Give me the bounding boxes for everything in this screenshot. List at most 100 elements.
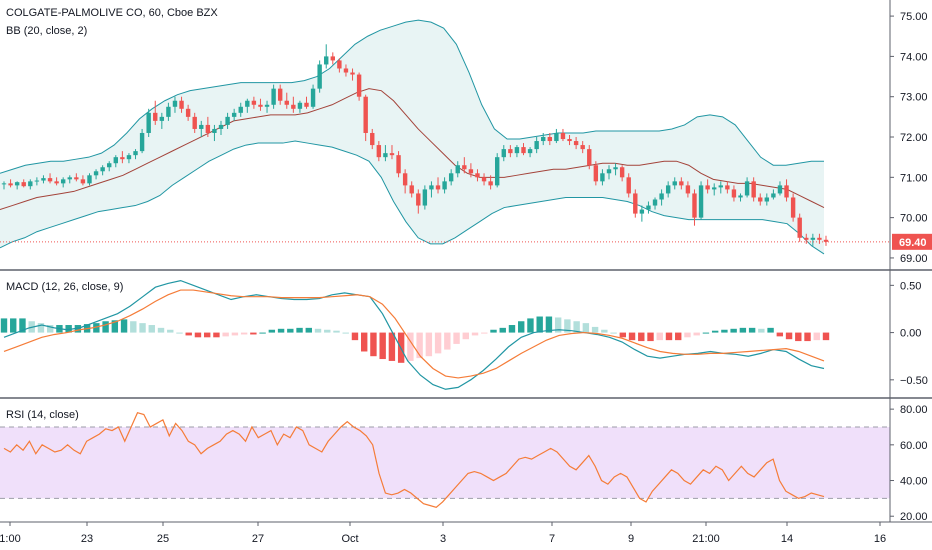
price-axis[interactable]: 75.00 74.00 73.00 72.00 71.00 70.00 69.00 69.40… xyxy=(890,11,932,523)
macd-histogram-bar xyxy=(185,332,192,336)
candle-body xyxy=(330,56,335,61)
bb-lower-line xyxy=(0,140,825,255)
macd-tick-label: −0.50 xyxy=(900,375,928,387)
macd-histogram-bar xyxy=(628,332,636,341)
time-tick-label: 16 xyxy=(874,533,886,545)
macd-histogram-bar xyxy=(573,321,580,333)
time-tick-label: 14 xyxy=(781,533,793,545)
macd-histogram-bar xyxy=(120,319,128,333)
candle-body xyxy=(462,165,467,170)
macd-histogram-bar xyxy=(795,332,802,342)
macd-tick-label: 0.50 xyxy=(900,280,921,292)
symbol-title[interactable]: COLGATE-PALMOLIVE CO, 60, Cboe BZX xyxy=(6,7,218,19)
candle-body xyxy=(705,185,710,190)
candle-body xyxy=(639,209,645,214)
candle-body xyxy=(60,179,66,184)
bb-legend[interactable]: BB (20, close, 2) xyxy=(6,25,87,37)
macd-histogram-bar xyxy=(46,325,54,333)
candle-body xyxy=(587,149,592,166)
candle-body xyxy=(1,183,7,185)
time-tick-label: 1:00 xyxy=(0,533,21,545)
macd-histogram-bar xyxy=(277,328,285,333)
candle-body xyxy=(251,100,257,105)
candle-body xyxy=(712,187,717,190)
rsi-legend[interactable]: RSI (14, close) xyxy=(6,409,79,421)
macd-histogram-bar xyxy=(240,332,248,335)
candle-body xyxy=(777,185,783,194)
macd-histogram-bar xyxy=(407,332,414,361)
candle-body xyxy=(350,72,355,75)
candle-body xyxy=(738,195,743,198)
macd-histogram-bar xyxy=(619,332,627,338)
candle-body xyxy=(317,64,322,89)
rsi-tick-label: 80.00 xyxy=(900,404,928,416)
candle-body xyxy=(376,145,382,158)
candle-body xyxy=(356,74,362,97)
macd-histogram-bar xyxy=(287,328,294,333)
macd-histogram-bar xyxy=(93,323,100,333)
candle-body xyxy=(672,181,677,186)
time-tick-label: 27 xyxy=(252,533,264,545)
candle-body xyxy=(790,197,796,218)
candle-body xyxy=(652,199,658,206)
macd-histogram-bar xyxy=(333,330,340,333)
macd-histogram-bar xyxy=(656,332,663,341)
candle-body xyxy=(126,155,132,160)
macd-histogram-bar xyxy=(675,332,682,341)
price-tick-label: 71.00 xyxy=(900,172,928,184)
rsi-tick-label: 20.00 xyxy=(900,511,928,523)
macd-histogram-bar xyxy=(342,332,349,334)
candle-body xyxy=(810,237,816,240)
time-axis[interactable]: 1:00 23 25 27 Oct 3 7 9 21:00 14 16 xyxy=(0,522,886,545)
candle-body xyxy=(212,128,217,133)
macd-histogram-bar xyxy=(601,329,608,333)
macd-histogram-bar xyxy=(370,332,377,357)
macd-histogram-bar xyxy=(434,332,442,354)
candle-body xyxy=(442,181,447,190)
candle-body xyxy=(21,182,26,187)
candle-body xyxy=(718,185,723,188)
candle-body xyxy=(383,153,388,158)
macd-histogram-bar xyxy=(388,332,396,361)
macd-histogram-bar xyxy=(167,329,174,333)
macd-histogram-bar xyxy=(259,332,266,334)
macd-histogram-bar xyxy=(647,332,654,342)
price-tick-label: 73.00 xyxy=(900,92,928,104)
macd-histogram-bar xyxy=(416,332,423,359)
macd-legend[interactable]: MACD (12, 26, close, 9) xyxy=(6,281,123,293)
candle-body xyxy=(185,108,191,117)
candle-body xyxy=(139,132,145,152)
macd-histogram-bar xyxy=(379,332,386,360)
candle-body xyxy=(744,181,750,196)
candle-body xyxy=(692,193,697,218)
macd-histogram-bar xyxy=(730,328,737,333)
candle-body xyxy=(567,139,572,142)
macd-histogram-bar xyxy=(804,332,811,342)
candle-body xyxy=(199,124,204,129)
candle-body xyxy=(554,132,559,142)
candle-body xyxy=(153,112,158,121)
candle-body xyxy=(600,173,605,182)
candle-body xyxy=(133,151,138,156)
macd-histogram-bar xyxy=(222,332,229,337)
candle-body xyxy=(435,185,441,190)
candlestick-series[interactable] xyxy=(0,44,890,246)
candle-body xyxy=(823,239,829,242)
bollinger-bands xyxy=(0,19,825,255)
macd-histogram-bar xyxy=(767,327,774,333)
candle-body xyxy=(396,155,401,174)
macd-histogram-bar xyxy=(305,327,312,333)
candle-body xyxy=(508,149,513,154)
candle-body xyxy=(606,169,612,174)
bb-upper-line xyxy=(0,19,824,174)
macd-histogram-bar xyxy=(10,318,17,333)
candle-body xyxy=(534,141,539,150)
candle-body xyxy=(205,124,211,133)
candle-body xyxy=(731,189,737,198)
candle-body xyxy=(80,179,86,184)
candle-body xyxy=(580,145,585,150)
macd-histogram-bar xyxy=(518,321,525,333)
candle-body xyxy=(107,163,112,168)
candle-body xyxy=(179,100,184,109)
